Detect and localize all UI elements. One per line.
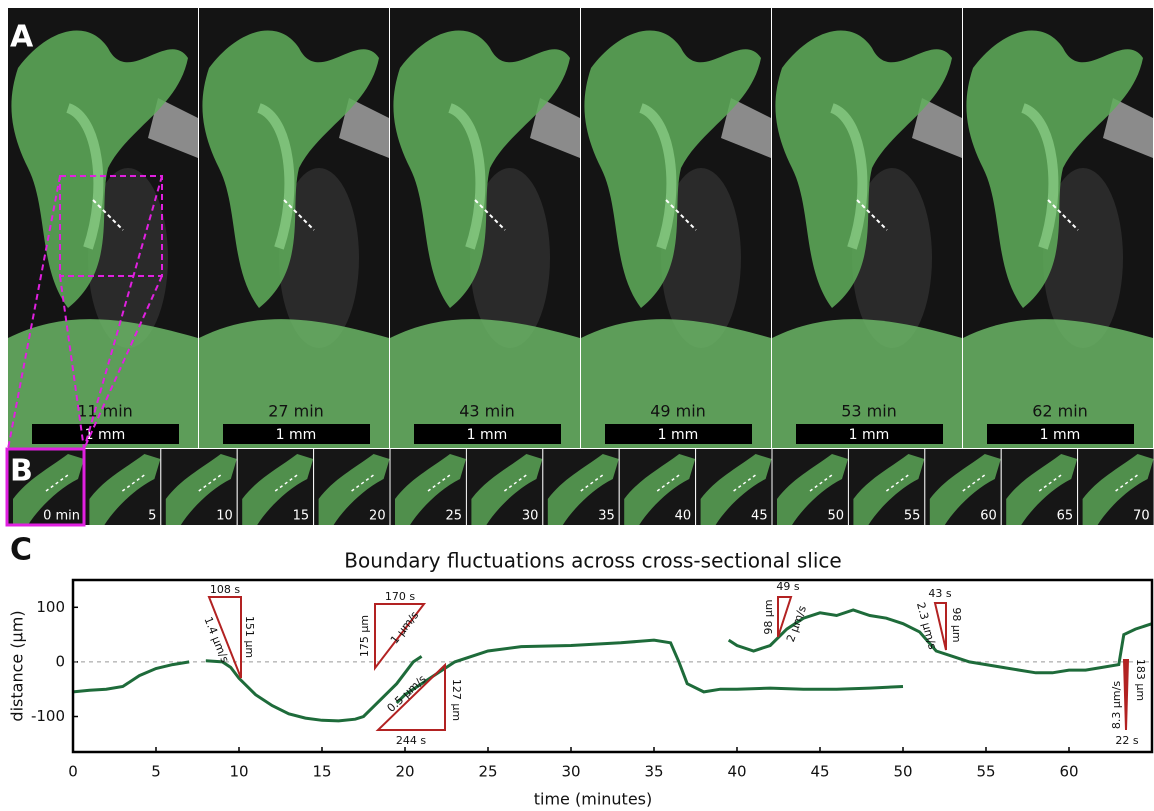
data-line	[395, 638, 904, 704]
time-label: 20	[369, 509, 386, 524]
annotation: 108 s	[210, 583, 240, 596]
chart-title: Boundary fluctuations across cross-secti…	[344, 549, 841, 573]
annotation: 244 s	[396, 734, 426, 747]
scale-label: 1 mm	[1040, 427, 1081, 443]
annotation: 183 µm	[1134, 659, 1147, 701]
scale-bar	[32, 424, 179, 444]
time-label: 10	[216, 509, 233, 524]
x-tick-label: 55	[976, 763, 995, 781]
time-label: 40	[675, 509, 692, 524]
plot-frame	[71, 578, 1154, 754]
time-label: 43 min	[459, 402, 515, 421]
x-tick-label: 30	[561, 763, 580, 781]
cross-section	[856, 199, 888, 231]
x-tick-label: 20	[395, 763, 414, 781]
annotation: 49 s	[776, 580, 799, 593]
time-label: 15	[293, 509, 310, 524]
rate-triangle	[375, 662, 446, 731]
micrograph	[581, 8, 771, 448]
micrograph	[772, 8, 962, 448]
time-label: 30	[522, 509, 539, 524]
panel-label: B	[10, 454, 33, 489]
micrograph	[199, 8, 389, 448]
annotation: 170 s	[385, 590, 415, 603]
y-tick-label: 100	[36, 598, 65, 616]
scale-label: 1 mm	[85, 427, 126, 443]
time-label: 60	[980, 509, 997, 524]
x-axis-label: time (minutes)	[534, 790, 652, 809]
time-label: 5	[148, 509, 156, 524]
scale-bar	[987, 424, 1134, 444]
x-tick-label: 45	[810, 763, 829, 781]
scale-label: 1 mm	[276, 427, 317, 443]
panel-a: 11 min 1 mm 27 min 1 mm 43 min 1 mm 49 min 1 mm…	[8, 8, 1153, 448]
scale-label: 1 mm	[849, 427, 890, 443]
thumb-highlight	[5, 447, 86, 527]
y-axis-label: distance (µm)	[8, 610, 27, 721]
cross-section	[92, 199, 124, 231]
x-tick-label: 10	[229, 763, 248, 781]
rate-triangle	[1122, 659, 1130, 731]
time-label: 70	[1133, 509, 1150, 524]
scale-label: 1 mm	[658, 427, 699, 443]
panel-label: A	[10, 20, 34, 55]
time-label: 45	[751, 509, 768, 524]
time-label: 49 min	[650, 402, 706, 421]
annotation: 151 µm	[243, 616, 256, 658]
scale-bar	[796, 424, 943, 444]
panel-b: 0 min 5 10 15 20 25 30 35 40 45 50 55 60 65 70	[7, 448, 1154, 526]
cross-section	[474, 199, 506, 231]
x-tick-label: 15	[312, 763, 331, 781]
time-label: 11 min	[77, 402, 133, 421]
rate-triangle	[374, 603, 427, 671]
rate-triangle	[777, 596, 793, 638]
cross-section	[1047, 199, 1079, 231]
x-tick-label: 25	[478, 763, 497, 781]
cross-section	[665, 199, 697, 231]
x-tick-label: 35	[644, 763, 663, 781]
x-tick-label: 60	[1059, 763, 1078, 781]
panel-label: C	[10, 533, 32, 568]
annotation: 98 µm	[762, 599, 775, 634]
annotation: 22 s	[1115, 734, 1138, 747]
data-line	[72, 660, 190, 694]
time-label: 25	[445, 509, 462, 524]
data-line	[205, 655, 423, 723]
annotation: 127 µm	[450, 679, 463, 721]
scale-bar	[414, 424, 561, 444]
time-label: 62 min	[1032, 402, 1088, 421]
time-label: 50	[827, 509, 844, 524]
time-label: 53 min	[841, 402, 897, 421]
annotation: 98 µm	[950, 607, 963, 642]
y-tick-label: -100	[31, 707, 65, 725]
time-label: 55	[904, 509, 921, 524]
micrograph	[390, 8, 580, 448]
roi-overlay	[7, 175, 163, 450]
micrograph	[963, 8, 1153, 448]
scale-bar	[605, 424, 752, 444]
annotation: 175 µm	[358, 615, 371, 657]
time-label: 35	[598, 509, 615, 524]
time-label: 0 min	[43, 509, 80, 524]
y-tick-label: 0	[55, 652, 65, 670]
scale-bar	[223, 424, 370, 444]
rate-triangle	[933, 602, 947, 651]
data-line	[727, 608, 1153, 675]
cross-section	[283, 199, 315, 231]
x-tick-label: 50	[893, 763, 912, 781]
time-label: 27 min	[268, 402, 324, 421]
x-tick-label: 5	[151, 763, 161, 781]
rate-triangle	[207, 596, 242, 679]
annotation: 8.3 µm/s	[1110, 681, 1123, 729]
scale-label: 1 mm	[467, 427, 508, 443]
time-label: 65	[1057, 509, 1074, 524]
annotation: 43 s	[928, 587, 951, 600]
x-tick-label: 0	[68, 763, 78, 781]
x-tick-label: 40	[727, 763, 746, 781]
